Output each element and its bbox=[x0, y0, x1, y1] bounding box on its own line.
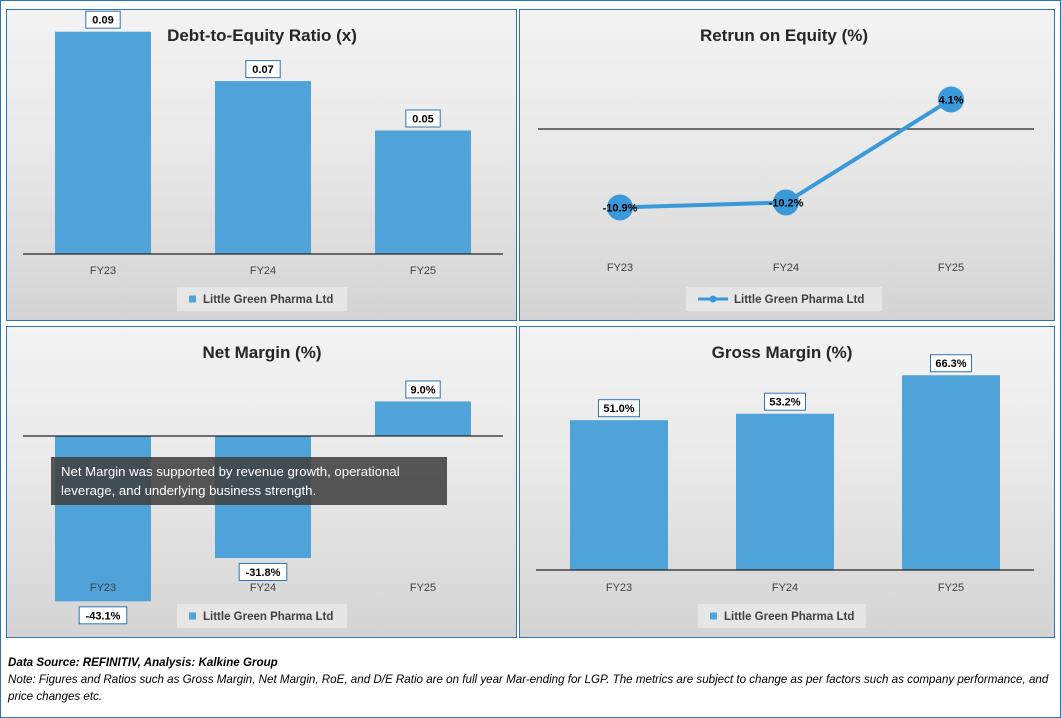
data-label-FY24-box bbox=[245, 60, 281, 79]
x-tick-FY23: FY23 bbox=[90, 582, 116, 594]
data-label-FY24: 53.2% bbox=[769, 397, 800, 409]
bar-FY23 bbox=[570, 420, 668, 570]
legend-label: Little Green Pharma Ltd bbox=[734, 294, 864, 306]
data-label-FY24: -31.8% bbox=[246, 567, 281, 579]
data-label-FY25: 4.1% bbox=[938, 94, 963, 106]
net-margin-callout: Net Margin was supported by revenue grow… bbox=[51, 457, 447, 505]
data-label-FY25-box bbox=[930, 354, 972, 373]
bar-FY25 bbox=[375, 130, 471, 254]
data-label-FY25-box bbox=[405, 109, 441, 128]
gross-margin-chart: Gross Margin (%) 51.0% FY23 53.2% FY24 66.3% F… bbox=[536, 343, 1034, 628]
data-label-FY24: -10.2% bbox=[769, 197, 804, 209]
x-tick-FY25: FY25 bbox=[938, 582, 964, 594]
legend-swatch bbox=[189, 295, 196, 303]
data-label-FY25-box bbox=[405, 380, 441, 399]
debt-to-equity-chart: Debt-to-Equity Ratio (x) 0.09 FY23 0.07 FY24… bbox=[23, 10, 503, 311]
x-tick-FY24: FY24 bbox=[250, 582, 276, 594]
data-label-FY25: 66.3% bbox=[935, 358, 966, 370]
legend-swatch bbox=[710, 612, 717, 620]
data-label-FY25: 9.0% bbox=[410, 384, 435, 396]
chart-title: Gross Margin (%) bbox=[712, 343, 853, 362]
chart-panel-debt-to-equity: Debt-to-Equity Ratio (x) 0.09 FY23 0.07 FY24… bbox=[6, 9, 517, 321]
footer: Data Source: REFINITIV, Analysis: Kalkin… bbox=[8, 654, 1053, 705]
point-FY24 bbox=[773, 189, 799, 216]
data-label-FY24-box bbox=[764, 392, 806, 411]
legend-swatch bbox=[189, 612, 196, 620]
return-on-equity-chart: Retrun on Equity (%) -10.9% FY23 -10.2% FY24… bbox=[538, 26, 1034, 311]
x-tick-FY25: FY25 bbox=[410, 265, 436, 277]
data-source: Data Source: REFINITIV, Analysis: Kalkin… bbox=[8, 656, 278, 669]
bar-FY24 bbox=[215, 81, 311, 254]
bar-FY24 bbox=[736, 413, 834, 570]
data-label-FY23: -10.9% bbox=[603, 202, 638, 214]
data-label-FY23-box bbox=[598, 399, 640, 418]
chart-panel-return-on-equity: Retrun on Equity (%) -10.9% FY23 -10.2% FY24… bbox=[519, 9, 1055, 321]
legend-box bbox=[177, 287, 347, 311]
x-tick-FY24: FY24 bbox=[773, 262, 799, 274]
data-label-FY24: 0.07 bbox=[252, 64, 273, 76]
footer-note: Note: Figures and Ratios such as Gross M… bbox=[8, 673, 1049, 703]
data-label-FY23: 51.0% bbox=[603, 403, 634, 415]
legend-box bbox=[698, 604, 866, 628]
x-tick-FY23: FY23 bbox=[607, 262, 633, 274]
data-label-FY23: -43.1% bbox=[86, 610, 121, 622]
x-tick-FY25: FY25 bbox=[410, 582, 436, 594]
bar-FY25 bbox=[375, 401, 471, 436]
legend-box bbox=[177, 604, 347, 628]
data-label-FY23-box bbox=[78, 606, 128, 625]
x-tick-FY23: FY23 bbox=[90, 265, 116, 277]
data-label-FY24-box bbox=[238, 562, 288, 581]
chart-title: Debt-to-Equity Ratio (x) bbox=[167, 26, 357, 45]
legend-marker bbox=[709, 295, 717, 303]
x-tick-FY24: FY24 bbox=[772, 582, 798, 594]
chart-panel-gross-margin: Gross Margin (%) 51.0% FY23 53.2% FY24 66.3% F… bbox=[519, 326, 1055, 638]
chart-title: Retrun on Equity (%) bbox=[700, 26, 868, 45]
data-label-FY25: 0.05 bbox=[412, 114, 433, 126]
bar-FY23 bbox=[55, 31, 151, 255]
point-FY25 bbox=[938, 86, 964, 113]
x-tick-FY23: FY23 bbox=[606, 582, 632, 594]
legend-label: Little Green Pharma Ltd bbox=[203, 611, 333, 623]
data-label-FY23: 0.09 bbox=[92, 15, 113, 27]
chart-title: Net Margin (%) bbox=[203, 343, 322, 362]
x-tick-FY24: FY24 bbox=[250, 265, 276, 277]
chart-panel-net-margin: Net Margin (%) -43.1% FY23 -31.8% FY24 9.0% FY… bbox=[6, 326, 517, 638]
legend-label: Little Green Pharma Ltd bbox=[203, 294, 333, 306]
bar-FY25 bbox=[902, 375, 1000, 570]
data-label-FY23-box bbox=[85, 10, 121, 29]
legend-label: Little Green Pharma Ltd bbox=[724, 611, 854, 623]
x-tick-FY25: FY25 bbox=[938, 262, 964, 274]
point-FY23 bbox=[607, 194, 633, 221]
